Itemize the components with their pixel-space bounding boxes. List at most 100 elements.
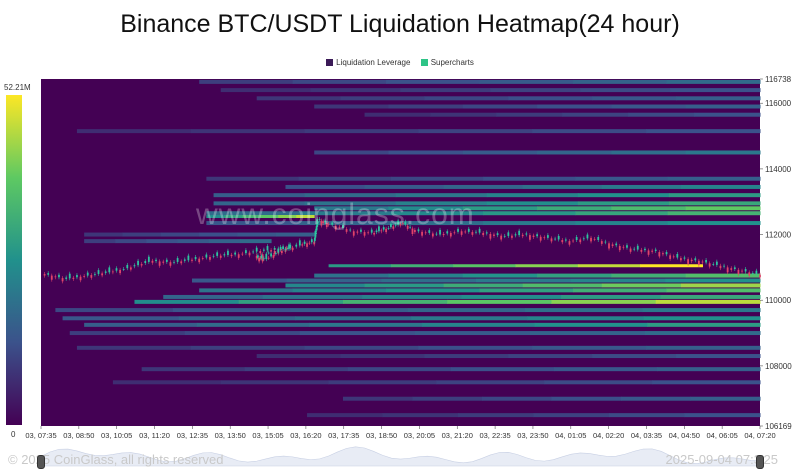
price-candle [155,259,157,262]
price-candle [279,246,282,250]
price-candle [180,261,183,264]
liquidation-band [436,380,545,385]
liquidation-band [490,88,581,93]
x-tick-label: 04, 06:05 [707,431,738,440]
legend-item-liquidation-leverage[interactable]: Liquidation Leverage [326,58,410,67]
liquidation-band [386,79,481,84]
price-candle [604,241,607,243]
price-candle [345,229,348,232]
liquidation-band [382,413,459,418]
price-candle [554,238,556,240]
price-candle [324,220,326,223]
price-candle [751,273,754,274]
range-handle-left[interactable] [37,455,45,469]
liquidation-band [340,96,425,101]
x-tick-label: 03, 07:35 [25,431,56,440]
colorbar-max-label: 52.21M [4,83,31,92]
price-candle [460,231,463,235]
price-candle [399,223,402,226]
price-candle [705,260,707,263]
price-candle [690,259,693,262]
price-candle [457,228,459,232]
liquidation-band [628,112,695,117]
liquidation-band [206,214,225,218]
price-candle [507,232,510,236]
timestamp-text: 2025-09-04 07:3 25 [665,452,778,467]
liquidation-band [134,299,240,304]
price-candle [313,241,316,245]
y-tick-label: 112000 [765,231,792,240]
price-candle [543,237,546,239]
liquidation-band [304,193,397,198]
liquidation-band [220,380,330,385]
price-candle [266,246,269,251]
price-candle [387,227,390,229]
price-candle [680,258,682,261]
price-candle [301,244,304,246]
liquidation-band [178,316,296,321]
price-candle [248,252,251,256]
liquidation-band [342,396,413,401]
price-candle [723,265,725,267]
liquidation-band [537,104,612,109]
liquidation-band [299,331,416,336]
price-candle [575,237,578,241]
legend-item-supercharts[interactable]: Supercharts [420,58,474,67]
liquidation-band [199,232,239,237]
price-candle [291,247,294,250]
price-candle [626,245,628,248]
price-candle [205,254,208,258]
liquidation-band [447,299,552,304]
liquidation-band [314,206,390,211]
liquidation-band [388,150,464,155]
price-candle [101,273,104,276]
liquidation-band [496,112,563,117]
price-candle [298,240,301,246]
liquidation-band [646,345,761,350]
liquidation-band [609,413,686,418]
price-candle [201,258,204,259]
price-candle [382,227,385,230]
liquidation-band [213,201,306,206]
price-candle [600,241,603,244]
liquidation-band [647,322,761,327]
liquidation-band [450,367,555,372]
price-candle [449,232,452,237]
price-candle [151,260,154,263]
price-candle [378,226,380,232]
price-candle [390,223,392,228]
price-candle [68,273,71,279]
liquidation-band [298,211,392,216]
liquidation-band [676,96,761,101]
price-candle [223,254,226,256]
price-candle [654,249,657,251]
liquidation-band [685,104,761,109]
liquidation-band [668,201,761,206]
liquidation-band [640,264,703,268]
liquidation-band [483,211,576,216]
liquidation-band [573,288,668,293]
price-candle [568,241,571,245]
price-candle [471,232,474,235]
liquidation-band [199,79,294,84]
price-candle [397,220,400,225]
liquidation-band [667,211,761,216]
price-candle [273,250,276,255]
y-tick-label: 110000 [765,296,792,305]
liquidation-band [244,367,349,372]
liquidation-band [551,396,622,401]
colorbar-min-label: 0 [11,430,16,439]
range-handle-right[interactable] [756,455,764,469]
liquidation-band [479,79,574,84]
price-candle [363,232,366,236]
liquidation-band [295,316,412,321]
price-candle [137,260,139,266]
price-candle [730,268,733,270]
x-tick-label: 03, 12:35 [177,431,208,440]
liquidation-band [577,264,641,268]
liquidation-band [256,354,342,359]
price-candle [421,231,423,236]
liquidation-band [304,345,419,350]
liquidation-band [453,264,517,268]
